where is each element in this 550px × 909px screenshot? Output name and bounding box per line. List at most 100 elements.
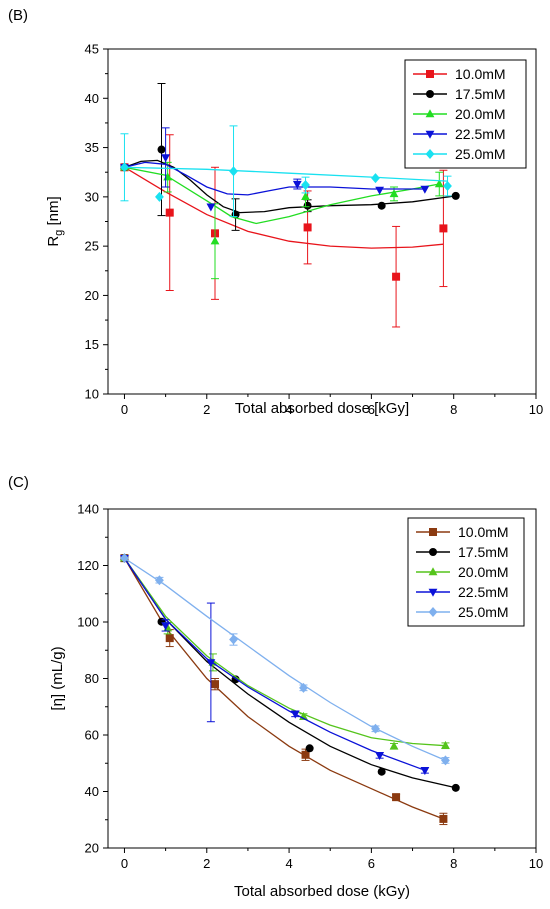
viscosity-chart: (C) 0 2 4 6 8 10 20 40 60 80 100 120 140 Total absorbe…: [8, 474, 543, 900]
fit-curve: [124, 166, 444, 249]
data-point: [451, 783, 460, 792]
data-point: [303, 201, 312, 210]
data-point: [157, 145, 166, 154]
data-point: [229, 166, 238, 177]
series-10.0mM: [120, 134, 448, 328]
data-point: [165, 634, 174, 643]
data-point: [303, 223, 312, 232]
fit-curve: [123, 557, 446, 747]
series-25.0mM: [120, 553, 450, 766]
rg-chart: (B) 0 2 4 6 8 10 10 15 20 25 30 35 40 45 Total absorbed…: [8, 7, 543, 417]
fit-curve: [124, 166, 440, 225]
legend-label: 20.0mM: [458, 564, 509, 580]
data-point: [439, 814, 448, 823]
data-point: [161, 154, 171, 163]
y-tick-label: 45: [85, 42, 99, 57]
data-point: [301, 192, 310, 201]
legend-label: 22.5mM: [458, 584, 509, 600]
fit-curve: [124, 557, 446, 761]
legend-label: 25.0mM: [458, 604, 509, 620]
x-tick-label: 10: [529, 856, 543, 871]
y-axis-label: [η] (mL/g): [49, 646, 66, 710]
data-point: [305, 744, 314, 753]
data-point: [371, 173, 380, 184]
fit-curve: [124, 159, 456, 214]
panel-label: (B): [8, 7, 28, 24]
data-point: [375, 186, 385, 195]
data-point: [290, 710, 300, 719]
data-point: [375, 752, 385, 761]
data-point: [441, 740, 450, 749]
data-point: [389, 741, 399, 750]
data-point: [120, 553, 129, 564]
data-point: [301, 180, 310, 191]
data-point: [371, 723, 380, 734]
data-point: [155, 191, 164, 202]
series-22.5mM: [120, 554, 430, 776]
legend-marker: [428, 567, 438, 576]
x-tick-label: 2: [203, 402, 210, 417]
data-point: [389, 189, 399, 198]
fit-curve: [123, 557, 444, 820]
x-tick-label: 0: [121, 856, 128, 871]
data-point: [392, 793, 401, 802]
series-10.0mM: [120, 554, 448, 826]
y-tick-label: 40: [85, 784, 99, 799]
data-point: [420, 185, 430, 194]
data-point: [377, 201, 386, 210]
series-22.5mM: [120, 127, 430, 212]
data-point: [377, 767, 386, 776]
legend-marker: [426, 70, 434, 78]
legend-marker: [425, 130, 435, 139]
y-tick-label: 60: [85, 728, 99, 743]
x-tick-label: 10: [529, 402, 543, 417]
y-tick-label: 25: [85, 239, 99, 254]
legend-label: 20.0mM: [455, 106, 506, 122]
data-point: [420, 767, 430, 776]
x-tick-label: 6: [368, 402, 375, 417]
legend-label: 17.5mM: [455, 86, 506, 102]
x-tick-label: 0: [121, 402, 128, 417]
series-20.0mM: [120, 161, 444, 280]
y-tick-label: 140: [77, 502, 99, 517]
fit-curve: [124, 161, 425, 196]
y-tick-label: 80: [85, 671, 99, 686]
fit-curve: [123, 557, 456, 789]
data-point: [299, 682, 308, 693]
y-tick-label: 30: [85, 189, 99, 204]
data-point: [163, 172, 173, 181]
x-tick-label: 8: [450, 402, 457, 417]
y-tick-label: 40: [85, 91, 99, 106]
data-point: [229, 634, 238, 645]
y-tick-label: 10: [85, 387, 99, 402]
y-axis-label: Rg [nm]: [45, 196, 65, 246]
data-point: [441, 755, 450, 766]
data-point: [392, 272, 401, 281]
fit-curve: [124, 166, 448, 182]
x-tick-label: 2: [203, 856, 210, 871]
data-point: [443, 181, 452, 192]
legend-marker: [428, 607, 438, 617]
legend-label: 22.5mM: [455, 126, 506, 142]
y-axis-label-subscript: g: [53, 230, 65, 236]
y-axis-label-unit: [nm]: [45, 196, 62, 229]
data-point: [120, 162, 129, 173]
x-tick-label: 6: [368, 856, 375, 871]
y-tick-label: 100: [77, 615, 99, 630]
legend-marker: [426, 90, 434, 98]
y-tick-label: 35: [85, 140, 99, 155]
data-point: [210, 236, 220, 245]
data-point: [206, 203, 216, 212]
data-point: [301, 750, 310, 759]
x-axis-label: Total absorbed dose (kGy): [234, 883, 410, 900]
legend-marker: [429, 548, 437, 556]
data-point: [292, 180, 302, 189]
legend-marker: [425, 149, 435, 159]
y-tick-label: 120: [77, 558, 99, 573]
x-tick-label: 8: [450, 856, 457, 871]
legend-label: 17.5mM: [458, 544, 509, 560]
data-point: [161, 622, 171, 631]
data-point: [434, 179, 444, 188]
y-tick-label: 20: [85, 288, 99, 303]
legend-label: 25.0mM: [455, 146, 506, 162]
